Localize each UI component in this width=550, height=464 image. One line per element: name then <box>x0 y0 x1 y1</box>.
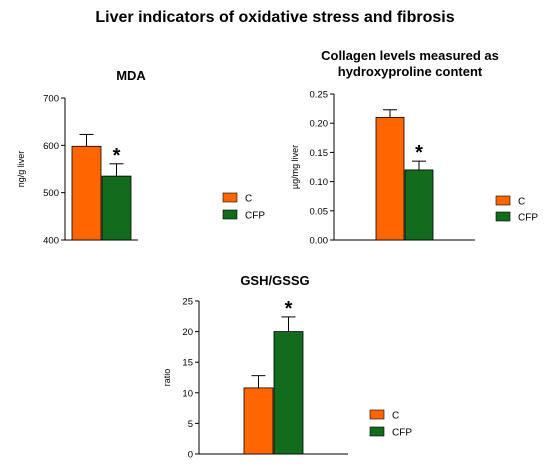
legend-label: CFP <box>518 213 538 224</box>
figure-title: Liver indicators of oxidative stress and… <box>95 9 454 26</box>
bar-c <box>243 387 274 455</box>
bar-c <box>375 116 405 241</box>
y-tick-label: 0.25 <box>310 90 329 101</box>
y-tick-label: 20 <box>182 327 193 338</box>
y-axis-label: ng/g liver <box>16 151 26 188</box>
significance-marker: * <box>415 142 423 164</box>
y-tick-label: 0.05 <box>310 206 329 217</box>
legend-label: C <box>518 197 525 208</box>
legend-swatch-cfp <box>495 211 511 222</box>
bar-c <box>71 145 102 241</box>
y-tick-label: 0.00 <box>310 236 329 247</box>
legend-swatch-c <box>369 409 385 420</box>
significance-marker: * <box>285 298 293 320</box>
chart-3: GSH/GSSG 0 5 10 15 20 25 ratio * C CFP <box>162 273 412 461</box>
y-tick-label: 0 <box>188 450 193 461</box>
y-tick-label: 600 <box>43 141 59 152</box>
legend-swatch-c <box>222 192 238 203</box>
chart-title: hydroxyproline content <box>338 64 483 79</box>
chart-2: Collagen levels measured ashydroxyprolin… <box>290 48 538 247</box>
y-tick-label: 0.10 <box>310 177 329 188</box>
legend-swatch-cfp <box>369 426 385 437</box>
chart-title: GSH/GSSG <box>240 273 309 288</box>
legend-swatch-cfp <box>222 209 238 220</box>
legend-swatch-c <box>495 195 511 206</box>
legend-label: CFP <box>392 428 412 439</box>
y-tick-label: 0.20 <box>310 119 329 130</box>
y-tick-label: 15 <box>182 358 193 369</box>
y-tick-label: 0.15 <box>310 148 329 159</box>
legend-label: C <box>392 411 399 422</box>
legend-label: C <box>245 194 252 205</box>
y-axis-label: ratio <box>162 369 172 387</box>
significance-marker: * <box>113 145 121 167</box>
chart-title: MDA <box>116 68 146 83</box>
bar-cfp <box>101 175 132 241</box>
y-tick-label: 5 <box>188 419 193 430</box>
chart-title: Collagen levels measured as <box>321 48 499 63</box>
y-tick-label: 400 <box>43 236 59 247</box>
y-tick-label: 25 <box>182 297 193 308</box>
bar-cfp <box>273 331 304 455</box>
chart-1: MDA 400 500 600 700 ng/g liver * C CFP <box>16 68 265 247</box>
y-tick-label: 700 <box>43 94 59 105</box>
bar-cfp <box>404 169 434 241</box>
y-tick-label: 500 <box>43 188 59 199</box>
y-axis-label: µg/mg liver <box>290 145 300 189</box>
y-tick-label: 10 <box>182 388 193 399</box>
legend-label: CFP <box>245 211 265 222</box>
